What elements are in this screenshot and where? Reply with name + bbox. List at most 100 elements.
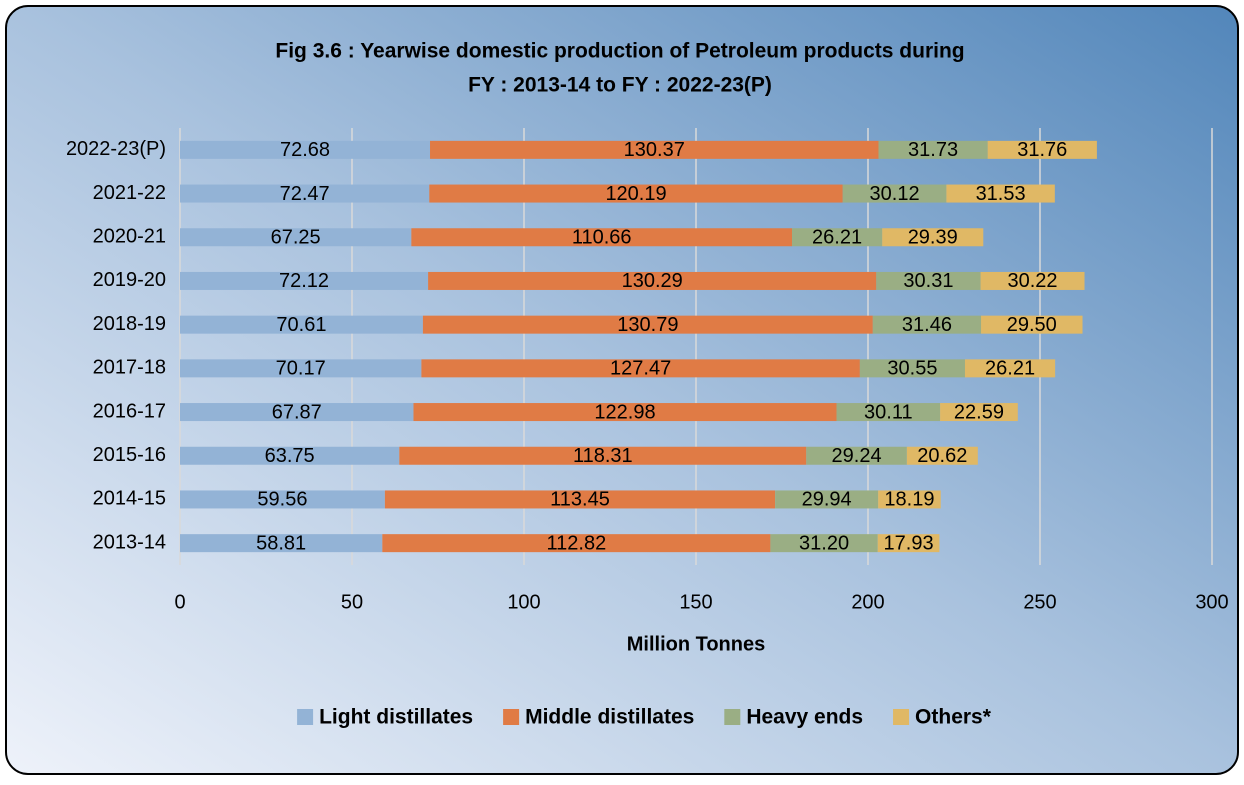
y-tick-label: 2018-19 (93, 313, 166, 335)
bar-segment (180, 184, 430, 203)
data-label: 30.31 (903, 270, 953, 292)
bar-segment (877, 534, 940, 553)
chart-title: FY : 2013-14 to FY : 2022-23(P) (468, 74, 772, 97)
y-tick-label: 2022-23(P) (66, 138, 166, 160)
y-tick-label: 2014-15 (93, 488, 166, 510)
chart-background (5, 5, 1239, 775)
x-tick-label: 300 (1195, 591, 1228, 613)
bar-segment (876, 271, 981, 290)
legend-label: Middle distillates (525, 706, 694, 729)
y-tick-label: 2021-22 (93, 182, 166, 204)
data-label: 67.25 (271, 227, 321, 249)
data-label: 58.81 (256, 532, 306, 554)
bar-segment (792, 228, 883, 247)
bar-segment (836, 403, 941, 422)
data-label: 29.39 (908, 227, 958, 249)
data-label: 22.59 (954, 401, 1004, 423)
y-tick-label: 2017-18 (93, 357, 166, 379)
data-label: 26.21 (985, 358, 1035, 380)
data-label: 72.12 (279, 270, 329, 292)
bar-segment (429, 184, 843, 203)
data-label: 59.56 (257, 489, 307, 511)
bar-segment (980, 271, 1085, 290)
x-tick-label: 0 (174, 591, 185, 613)
legend-label: Heavy ends (746, 706, 863, 729)
y-tick-label: 2015-16 (93, 444, 166, 466)
legend-swatch (724, 709, 741, 725)
data-label: 31.73 (908, 139, 958, 161)
data-label: 20.62 (917, 445, 967, 467)
data-label: 120.19 (605, 183, 666, 205)
data-label: 31.20 (799, 532, 849, 554)
x-tick-label: 200 (851, 591, 884, 613)
bar-segment (180, 140, 431, 159)
data-label: 70.61 (276, 314, 326, 336)
data-label: 112.82 (547, 532, 607, 554)
data-label: 72.68 (280, 139, 330, 161)
x-tick-label: 250 (1023, 591, 1056, 613)
data-label: 130.29 (622, 270, 683, 292)
legend-swatch (893, 709, 910, 725)
legend-label: Others* (915, 706, 992, 729)
data-label: 72.47 (280, 183, 330, 205)
data-label: 113.45 (550, 489, 610, 511)
data-label: 130.79 (617, 314, 678, 336)
bar-segment (180, 403, 414, 422)
bar-segment (384, 490, 776, 509)
data-label: 30.55 (887, 358, 937, 380)
data-label: 31.76 (1017, 139, 1067, 161)
bar-segment (878, 140, 988, 159)
bar-segment (180, 490, 385, 509)
bar-segment (981, 315, 1083, 334)
data-label: 67.87 (272, 401, 322, 423)
y-tick-label: 2016-17 (93, 400, 166, 422)
bar-segment (946, 184, 1055, 203)
data-label: 30.11 (864, 401, 913, 423)
legend-label: Light distillates (319, 706, 473, 729)
bar-segment (806, 446, 907, 465)
y-tick-label: 2019-20 (93, 269, 166, 291)
bar-segment (987, 140, 1097, 159)
bar-segment (180, 446, 400, 465)
bar-segment (770, 534, 878, 553)
data-label: 130.37 (624, 139, 685, 161)
data-label: 30.22 (1008, 270, 1058, 292)
bar-segment (964, 359, 1056, 378)
x-axis-label: Million Tonnes (627, 633, 766, 655)
bar-segment (878, 490, 941, 509)
data-label: 70.17 (276, 358, 326, 380)
x-tick-label: 50 (341, 591, 363, 613)
data-label: 63.75 (265, 445, 315, 467)
data-label: 31.46 (902, 314, 952, 336)
x-tick-label: 150 (679, 591, 712, 613)
data-label: 31.53 (976, 183, 1026, 205)
bar-segment (411, 228, 793, 247)
bar-segment (872, 315, 982, 334)
data-label: 29.94 (802, 489, 852, 511)
bar-segment (399, 446, 807, 465)
bar-segment (421, 359, 860, 378)
bar-segment (430, 140, 879, 159)
bar-segment (382, 534, 771, 553)
data-label: 122.98 (594, 401, 655, 423)
data-label: 29.24 (832, 445, 882, 467)
data-label: 26.21 (812, 227, 862, 249)
bar-segment (842, 184, 947, 203)
bar-segment (413, 403, 837, 422)
bar-segment (180, 315, 423, 334)
bar-segment (775, 490, 879, 509)
bar-segment (428, 271, 877, 290)
bar-segment (180, 534, 383, 553)
bar-segment (422, 315, 873, 334)
bar-segment (940, 403, 1018, 422)
bar-segment (859, 359, 965, 378)
y-tick-label: 2020-21 (93, 226, 166, 248)
data-label: 127.47 (610, 358, 671, 380)
bar-segment (180, 271, 429, 290)
data-label: 118.31 (573, 445, 633, 467)
legend-swatch (503, 709, 520, 725)
bar-segment (180, 359, 422, 378)
bar-segment (180, 228, 412, 247)
data-label: 29.50 (1007, 314, 1057, 336)
